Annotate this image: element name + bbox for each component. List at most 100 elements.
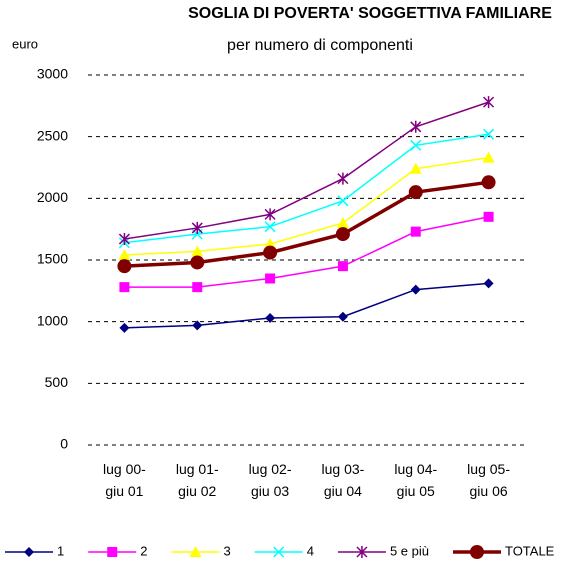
marker-shape xyxy=(117,259,132,274)
marker-shape xyxy=(191,221,203,234)
series-line xyxy=(124,216,489,288)
x-tick-label: lug 04- giu 05 xyxy=(394,461,438,499)
y-tick-label: 3000 xyxy=(37,66,68,82)
marker xyxy=(191,221,203,234)
marker-shape xyxy=(24,547,34,557)
legend-label: 4 xyxy=(307,543,314,558)
marker xyxy=(337,261,348,272)
y-tick-label: 1000 xyxy=(37,312,68,328)
marker xyxy=(263,245,278,260)
marker-shape xyxy=(192,282,203,293)
marker-shape xyxy=(264,237,277,249)
marker xyxy=(119,282,130,293)
series-line xyxy=(124,156,489,256)
marker-shape xyxy=(410,120,422,133)
marker xyxy=(118,249,131,261)
x-tick-label: lug 03- giu 04 xyxy=(321,461,365,499)
marker xyxy=(192,320,203,331)
marker xyxy=(410,139,422,151)
series-line xyxy=(124,180,489,268)
marker xyxy=(483,96,495,109)
legend-label: 5 e più xyxy=(390,543,429,558)
marker xyxy=(118,233,130,246)
marker xyxy=(192,282,203,293)
marker xyxy=(483,211,494,222)
series-line xyxy=(124,133,489,244)
y-tick-label: 500 xyxy=(45,374,69,390)
marker-shape xyxy=(482,151,495,163)
marker xyxy=(356,546,368,558)
marker xyxy=(337,311,348,322)
marker-shape xyxy=(263,245,278,260)
chart-subtitle: per numero di componenti xyxy=(227,37,413,54)
marker xyxy=(408,185,423,200)
marker-shape xyxy=(356,546,368,558)
marker-shape xyxy=(337,195,349,207)
marker xyxy=(483,128,495,140)
marker-shape xyxy=(483,128,495,140)
marker-shape xyxy=(273,546,285,558)
marker-shape xyxy=(337,172,349,185)
marker xyxy=(265,312,276,323)
marker-shape xyxy=(483,96,495,109)
marker-shape xyxy=(483,278,494,289)
marker-shape xyxy=(410,284,421,295)
marker-shape xyxy=(483,211,494,222)
y-axis-label: euro xyxy=(12,36,38,51)
marker xyxy=(119,322,130,333)
marker-shape xyxy=(119,322,130,333)
marker-shape xyxy=(190,255,205,270)
x-tick-label: lug 02- giu 03 xyxy=(248,461,292,499)
marker-shape xyxy=(336,217,349,228)
marker-shape xyxy=(264,221,276,233)
y-tick-label: 2000 xyxy=(37,189,68,205)
marker xyxy=(265,273,276,284)
marker xyxy=(469,545,484,559)
marker xyxy=(264,221,276,233)
marker xyxy=(336,217,349,228)
x-tick-label: lug 01- giu 02 xyxy=(175,461,219,499)
marker-shape xyxy=(410,139,422,151)
marker-shape xyxy=(409,162,422,174)
marker xyxy=(410,226,421,237)
series-line xyxy=(124,101,489,240)
marker xyxy=(273,546,285,558)
legend-label: 3 xyxy=(223,543,230,558)
marker xyxy=(482,151,495,163)
marker-shape xyxy=(337,261,348,272)
marker xyxy=(481,175,496,190)
marker-shape xyxy=(337,311,348,322)
marker-shape xyxy=(191,245,204,257)
marker-shape xyxy=(189,546,202,557)
marker-shape xyxy=(119,282,130,293)
marker xyxy=(337,172,349,185)
x-tick-label: lug 05- giu 06 xyxy=(467,461,510,499)
marker-shape xyxy=(264,208,276,221)
marker-shape xyxy=(118,233,130,246)
marker xyxy=(107,547,118,557)
marker-shape xyxy=(335,227,350,242)
marker-shape xyxy=(408,185,423,200)
series-line xyxy=(124,282,489,329)
marker-shape xyxy=(265,273,276,284)
chart-title: SOGLIA DI POVERTA' SOGGETTIVA FAMILIARE xyxy=(188,5,552,22)
marker-shape xyxy=(265,312,276,323)
legend-label: TOTALE xyxy=(505,543,555,558)
marker xyxy=(190,255,205,270)
marker xyxy=(337,195,349,207)
legend-label: 2 xyxy=(140,543,147,558)
marker xyxy=(409,162,422,174)
y-tick-label: 1500 xyxy=(37,251,68,267)
y-tick-label: 2500 xyxy=(37,127,68,143)
marker xyxy=(189,546,202,557)
marker xyxy=(264,237,277,249)
x-tick-label: lug 00- giu 01 xyxy=(103,461,146,499)
marker xyxy=(117,259,132,274)
y-tick-label: 0 xyxy=(60,436,68,452)
marker xyxy=(410,284,421,295)
legend-label: 1 xyxy=(57,543,64,558)
marker-shape xyxy=(469,545,484,559)
marker xyxy=(410,120,422,133)
marker xyxy=(483,278,494,289)
